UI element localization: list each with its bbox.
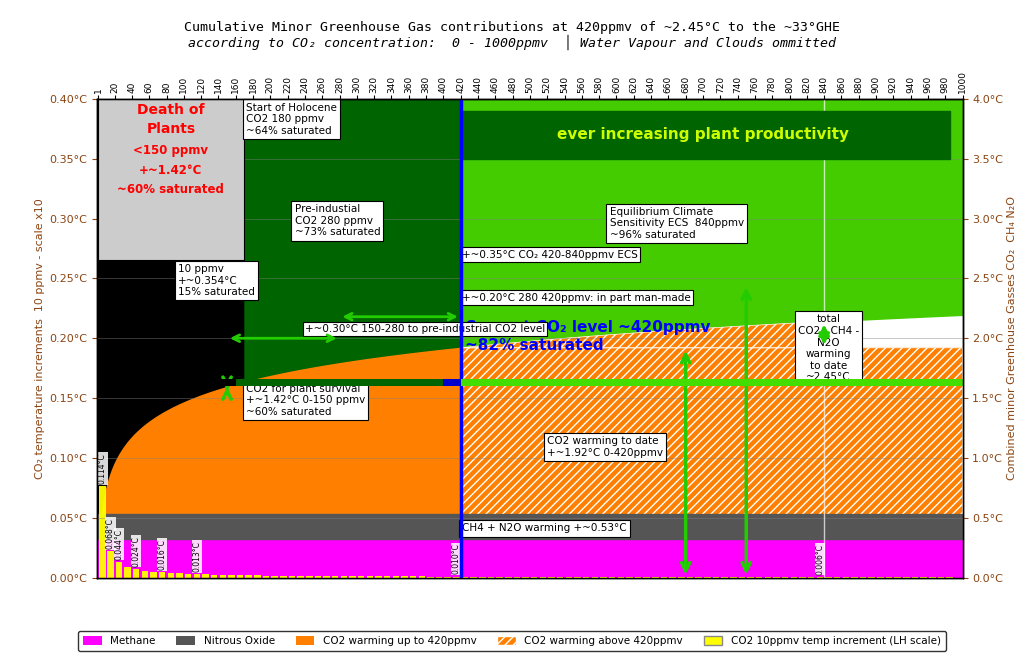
Bar: [236, 379, 443, 386]
Bar: [531, 577, 538, 578]
Bar: [514, 577, 520, 578]
Bar: [522, 577, 528, 578]
Bar: [263, 576, 269, 578]
Text: +~1.42°C: +~1.42°C: [139, 164, 203, 177]
Text: CH4 + N2O warming +~0.53°C: CH4 + N2O warming +~0.53°C: [463, 523, 627, 533]
Bar: [548, 577, 555, 578]
Bar: [419, 576, 425, 578]
Bar: [289, 576, 295, 578]
Bar: [228, 575, 234, 578]
Text: Current CO₂ level ~420ppmv
~82% saturated: Current CO₂ level ~420ppmv ~82% saturate…: [465, 320, 711, 352]
Bar: [505, 577, 512, 578]
Bar: [349, 576, 355, 578]
Bar: [462, 577, 468, 578]
Bar: [444, 577, 451, 578]
Bar: [98, 99, 244, 261]
Bar: [479, 577, 485, 578]
Bar: [124, 566, 131, 578]
Bar: [185, 574, 191, 578]
Text: 0.006°C: 0.006°C: [815, 544, 824, 575]
Text: Plants: Plants: [146, 121, 196, 136]
Bar: [583, 577, 590, 578]
Text: 0.013°C: 0.013°C: [193, 541, 202, 572]
Text: 0.024°C: 0.024°C: [132, 536, 140, 567]
Bar: [133, 569, 139, 578]
Bar: [384, 576, 390, 578]
Bar: [254, 576, 260, 578]
Bar: [176, 574, 182, 578]
Bar: [540, 577, 546, 578]
Bar: [99, 486, 105, 578]
Bar: [151, 572, 157, 578]
Y-axis label: Combined minor Greenhouse Gasses CO₂  CH₄ N₂O: Combined minor Greenhouse Gasses CO₂ CH₄…: [1008, 196, 1018, 480]
Bar: [375, 576, 382, 578]
Text: +~0.35°C CO₂ 420-840ppmv ECS: +~0.35°C CO₂ 420-840ppmv ECS: [463, 249, 638, 259]
Bar: [237, 576, 244, 578]
Bar: [116, 562, 122, 578]
Text: Death of: Death of: [137, 102, 205, 117]
Text: ever increasing plant productivity: ever increasing plant productivity: [557, 127, 849, 143]
Bar: [367, 576, 373, 578]
Bar: [168, 573, 174, 578]
Bar: [219, 575, 226, 578]
Y-axis label: CO₂ temperature increments  10 ppmv - scale x10: CO₂ temperature increments 10 ppmv - sca…: [36, 198, 45, 478]
Text: 0.010°C: 0.010°C: [452, 543, 461, 574]
Bar: [392, 576, 399, 578]
Text: Equilibrium Climate
Sensitivity ECS  840ppmv
~96% saturated: Equilibrium Climate Sensitivity ECS 840p…: [609, 207, 743, 240]
Bar: [565, 577, 572, 578]
Text: 10 ppmv
+~0.354°C
15% saturated: 10 ppmv +~0.354°C 15% saturated: [178, 264, 255, 297]
Bar: [159, 572, 166, 578]
Bar: [341, 576, 347, 578]
Bar: [410, 576, 417, 578]
Bar: [358, 576, 365, 578]
Text: Start of Holocene
CO2 180 ppmv
~64% saturated: Start of Holocene CO2 180 ppmv ~64% satu…: [246, 102, 337, 136]
Bar: [461, 379, 963, 386]
Legend: Methane, Nitrous Oxide, CO2 warming up to 420ppmv, CO2 warming above 420ppmv, CO: Methane, Nitrous Oxide, CO2 warming up t…: [78, 631, 946, 651]
Text: 0.016°C: 0.016°C: [158, 539, 167, 570]
Bar: [281, 576, 287, 578]
Text: CO2 warming to date
+~1.92°C 0-420ppmv: CO2 warming to date +~1.92°C 0-420ppmv: [547, 436, 664, 458]
Bar: [97, 379, 236, 386]
Bar: [443, 379, 461, 386]
Text: ~60% saturated: ~60% saturated: [118, 183, 224, 196]
Bar: [436, 577, 442, 578]
Bar: [297, 576, 304, 578]
Bar: [574, 577, 581, 578]
Bar: [401, 576, 408, 578]
Text: 0.044°C: 0.044°C: [115, 529, 124, 560]
Bar: [211, 575, 217, 578]
Text: CO2 for plant survival
+~1.42°C 0-150 ppmv
~60% saturated: CO2 for plant survival +~1.42°C 0-150 pp…: [246, 383, 366, 417]
Bar: [487, 577, 495, 578]
Bar: [141, 570, 148, 578]
Bar: [324, 576, 330, 578]
Bar: [246, 576, 252, 578]
Text: according to CO₂ concentration:  0 - 1000ppmv  │ Water Vapour and Clouds ommitte: according to CO₂ concentration: 0 - 1000…: [188, 34, 836, 50]
Text: +~0.30°C 150-280 to pre-industrial CO2 level: +~0.30°C 150-280 to pre-industrial CO2 l…: [305, 323, 545, 334]
Text: total
CO2 - CH4 -
N2O
warming
to date
~2.45°C: total CO2 - CH4 - N2O warming to date ~2…: [798, 314, 859, 382]
Bar: [454, 577, 460, 578]
Bar: [332, 576, 339, 578]
Bar: [427, 577, 433, 578]
Bar: [592, 577, 598, 578]
Bar: [271, 576, 278, 578]
Bar: [314, 576, 322, 578]
Text: Pre-industial
CO2 280 ppmv
~73% saturated: Pre-industial CO2 280 ppmv ~73% saturate…: [295, 205, 380, 238]
Bar: [202, 574, 209, 578]
Text: <150 ppmv: <150 ppmv: [133, 145, 208, 158]
Bar: [194, 574, 200, 578]
Bar: [306, 576, 312, 578]
Bar: [108, 551, 114, 578]
Bar: [470, 577, 477, 578]
Bar: [557, 577, 563, 578]
Text: 0.068°C: 0.068°C: [105, 518, 115, 548]
Text: 0.114°C: 0.114°C: [98, 453, 106, 484]
Text: Cumulative Minor Greenhouse Gas contributions at 420ppmv of ~2.45°C to the ~33°G: Cumulative Minor Greenhouse Gas contribu…: [184, 21, 840, 34]
Bar: [497, 577, 503, 578]
Text: +~0.20°C 280 420ppmv: in part man-made: +~0.20°C 280 420ppmv: in part man-made: [463, 292, 691, 302]
